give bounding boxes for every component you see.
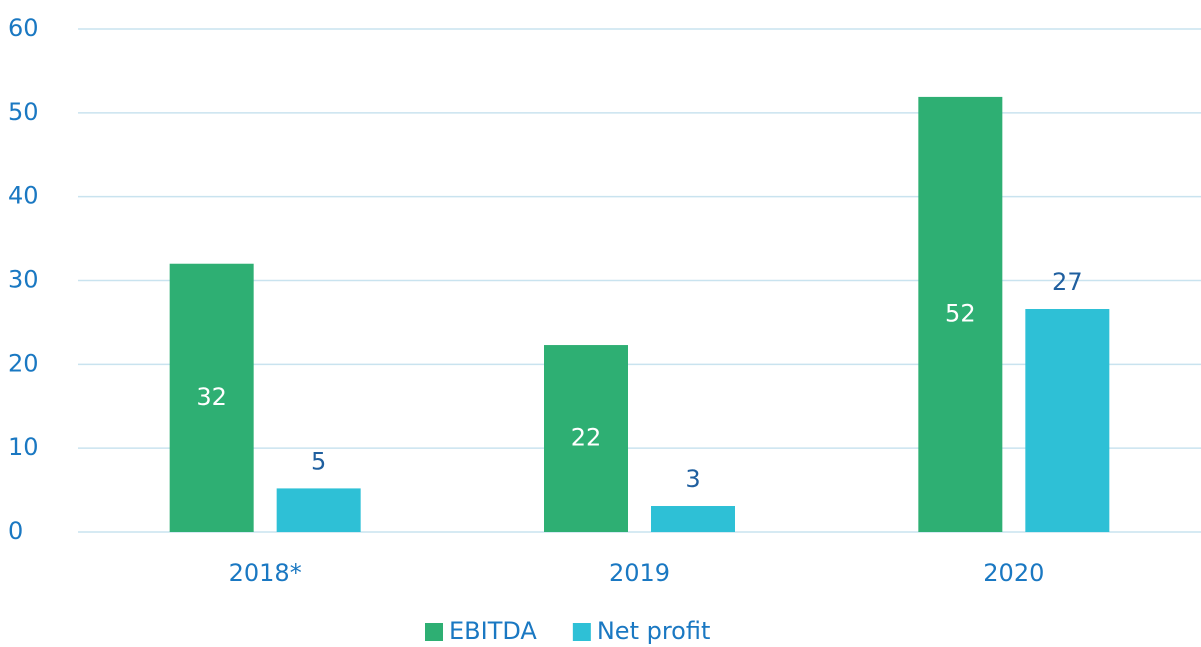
- y-tick-label: 0: [8, 517, 23, 545]
- y-tick-label: 50: [8, 98, 39, 126]
- y-tick-label: 20: [8, 349, 39, 377]
- bar: [1025, 309, 1110, 532]
- legend-swatch: [425, 623, 443, 641]
- y-tick-label: 10: [8, 433, 39, 461]
- y-tick-label: 30: [8, 266, 39, 294]
- x-tick-label: 2019: [609, 559, 670, 587]
- data-label: 32: [196, 383, 227, 411]
- bar: [651, 506, 735, 532]
- y-tick-label: 60: [8, 14, 39, 42]
- bar: [169, 263, 254, 532]
- legend-swatch: [572, 623, 591, 641]
- bar: [544, 345, 628, 532]
- data-label: 22: [571, 424, 602, 452]
- legend-label: EBITDA: [449, 617, 537, 645]
- bar: [276, 488, 361, 532]
- bar: [918, 96, 1003, 532]
- legend-label: Net profit: [597, 617, 711, 645]
- data-label: 52: [945, 299, 976, 327]
- y-tick-label: 40: [8, 182, 39, 210]
- data-label: 3: [685, 465, 700, 493]
- x-tick-label: 2020: [983, 559, 1044, 587]
- x-tick-label: 2018*: [229, 559, 302, 587]
- data-label: 5: [311, 447, 326, 475]
- data-label: 27: [1052, 268, 1083, 296]
